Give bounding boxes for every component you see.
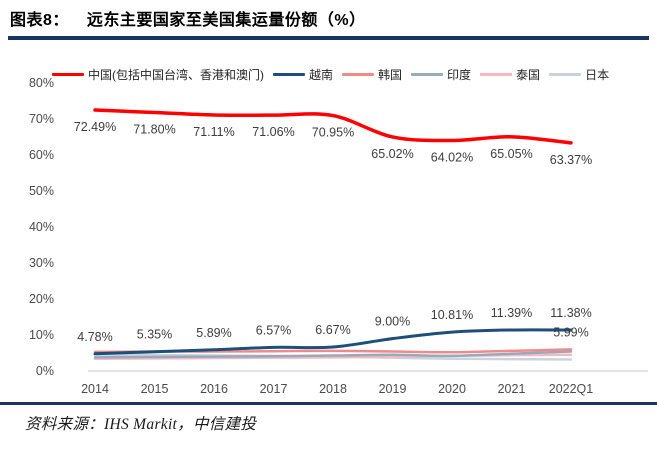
data-label: 6.57% [256, 323, 291, 337]
legend-label: 中国(包括中国台湾、香港和澳门) [88, 68, 264, 82]
data-label: 65.05% [490, 147, 532, 161]
source-text: 资料来源：IHS Markit，中信建投 [25, 416, 257, 433]
data-label: 4.78% [77, 330, 112, 344]
data-label: 71.80% [133, 123, 175, 137]
legend-label: 泰国 [516, 68, 541, 82]
x-axis-tick-label: 2014 [81, 382, 109, 396]
series-line [93, 328, 573, 356]
legend-line-swatch [52, 73, 84, 76]
x-axis-tick-label: 2016 [200, 382, 228, 396]
x-axis-tick-label: 2017 [260, 382, 288, 396]
legend-item: 越南 [273, 66, 333, 83]
legend-item: 泰国 [480, 66, 540, 83]
bottom-divider-rule [0, 402, 657, 405]
y-axis-tick-label: 80% [29, 76, 54, 90]
title-divider-rule [8, 36, 649, 40]
data-label: 11.38% [550, 306, 591, 320]
legend-line-swatch [549, 73, 582, 76]
x-axis-tick-label: 2015 [141, 382, 169, 396]
y-axis-tick-label: 0% [36, 364, 54, 378]
legend: 中国(包括中国台湾、香港和澳门) 越南 韩国 印度 泰国 日本 [52, 66, 609, 83]
legend-line-swatch [480, 73, 513, 76]
legend-label: 越南 [309, 68, 334, 82]
x-axis-tick-label: 2022Q1 [549, 382, 594, 396]
data-label: 72.49% [74, 120, 116, 134]
data-label: 10.81% [431, 308, 473, 322]
y-axis-tick-label: 50% [29, 184, 54, 198]
legend-item: 中国(包括中国台湾、香港和澳门) [52, 66, 264, 83]
legend-line-swatch [273, 73, 305, 76]
legend-item: 印度 [411, 66, 471, 83]
series-line [93, 350, 573, 359]
chart-header: 图表8： 远东主要国家至美国集运量份额（%） [10, 6, 366, 30]
legend-label: 韩国 [378, 68, 403, 82]
y-axis-tick-label: 20% [29, 292, 54, 306]
chart-number: 图表8： [10, 12, 69, 29]
legend-item: 日本 [549, 66, 609, 83]
x-axis-tick-label: 2018 [319, 382, 347, 396]
data-label: 6.67% [315, 323, 350, 337]
data-label: 5.99% [553, 325, 588, 339]
data-label: 65.02% [371, 147, 413, 161]
legend-line-swatch [411, 73, 444, 76]
y-axis-tick-label: 10% [29, 328, 54, 342]
data-label: 63.37% [550, 153, 592, 167]
data-label: 64.02% [431, 151, 473, 165]
chart-title: 远东主要国家至美国集运量份额（%） [86, 12, 366, 29]
legend-line-swatch [342, 73, 375, 76]
y-axis-tick-label: 70% [29, 112, 54, 126]
data-label: 71.06% [252, 125, 294, 139]
x-axis-tick-label: 2021 [498, 382, 526, 396]
y-axis-tick-label: 30% [29, 256, 54, 270]
data-label: 71.11% [193, 125, 234, 139]
x-axis-tick-label: 2019 [379, 382, 407, 396]
x-axis-tick-label: 2020 [438, 382, 466, 396]
data-label: 5.35% [137, 328, 172, 342]
data-label: 11.39% [491, 306, 532, 320]
data-label: 70.95% [312, 126, 354, 140]
legend-label: 印度 [447, 68, 472, 82]
line-chart: 0% 10% 20% 30% 40% 50% 60% 70% 80% 2014 2015 2016 20… [29, 76, 648, 396]
data-label: 5.89% [196, 326, 231, 340]
data-label: 9.00% [375, 315, 410, 329]
y-axis-tick-label: 60% [29, 148, 54, 162]
y-axis-tick-label: 40% [29, 220, 54, 234]
series-line [93, 108, 573, 145]
legend-label: 日本 [585, 68, 610, 82]
legend-item: 韩国 [342, 66, 402, 83]
